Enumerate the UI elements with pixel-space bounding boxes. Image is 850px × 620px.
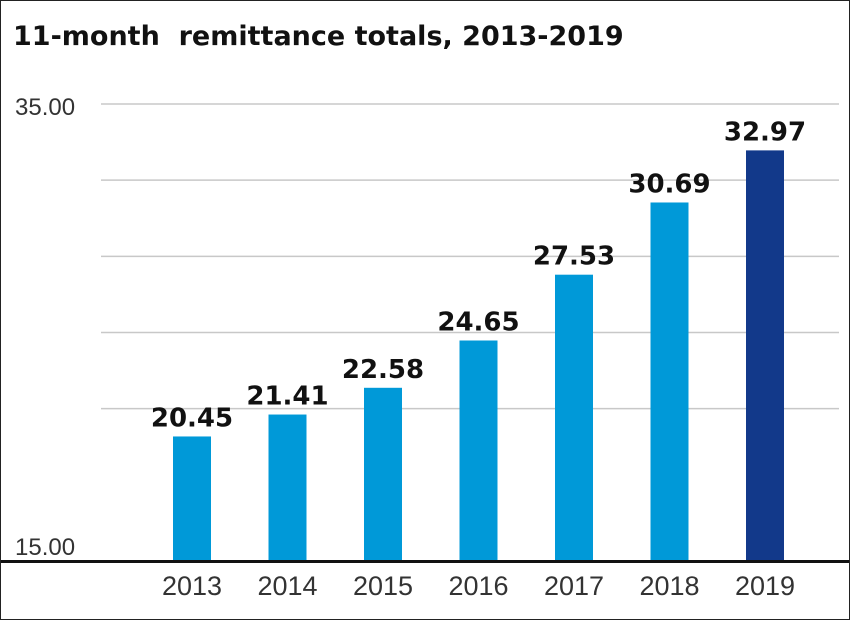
x-tick-label: 2016	[448, 571, 508, 601]
chart-title: 11-month remittance totals, 2013-2019	[13, 21, 624, 52]
bar	[173, 436, 211, 561]
x-tick-label: 2015	[353, 571, 413, 601]
data-label: 27.53	[533, 242, 615, 272]
bar	[650, 202, 689, 561]
bar	[364, 387, 402, 561]
x-tick-label: 2019	[735, 571, 795, 601]
bar	[555, 274, 593, 561]
x-tick-label: 2013	[162, 571, 222, 601]
x-tick-label: 2018	[639, 571, 699, 601]
y-tick-label: 15.00	[15, 534, 75, 561]
x-tick-label: 2017	[544, 571, 604, 601]
y-tick-label: 35.00	[15, 94, 75, 121]
bar	[746, 150, 784, 561]
bar	[459, 340, 498, 561]
data-label: 24.65	[437, 307, 519, 337]
data-label: 20.45	[151, 403, 233, 433]
x-tick-label: 2014	[257, 571, 317, 601]
data-label: 21.41	[246, 382, 328, 412]
bar	[268, 414, 307, 561]
data-label: 30.69	[628, 169, 710, 199]
data-label: 22.58	[342, 355, 424, 385]
data-label: 32.97	[724, 117, 806, 147]
